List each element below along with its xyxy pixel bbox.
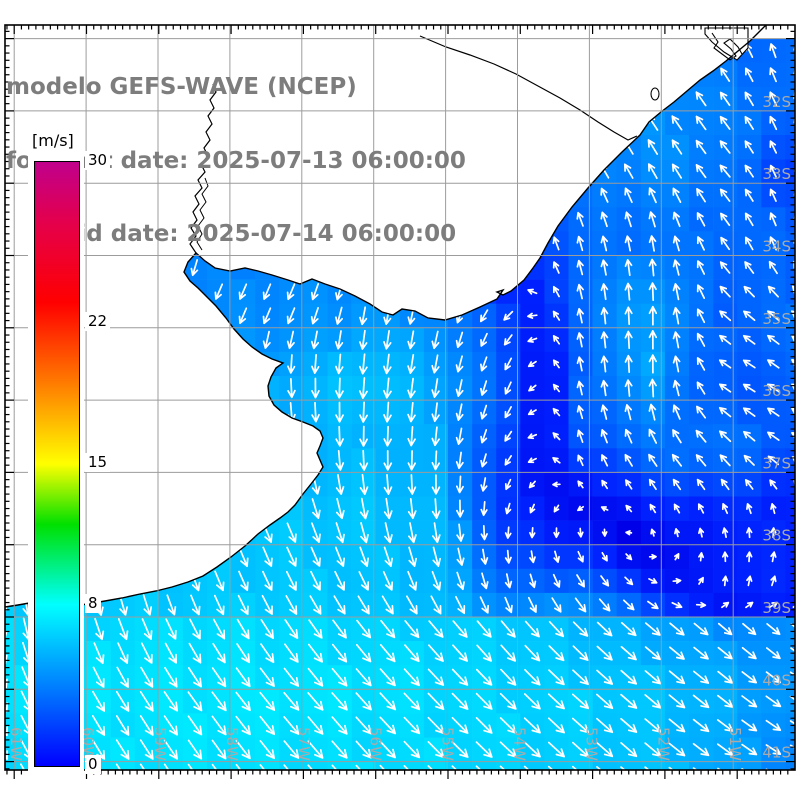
- colorbar-tick-label: 8: [85, 593, 101, 613]
- lon-label: 51W: [726, 727, 744, 761]
- land-polygon: [5, 25, 766, 607]
- map-frame: [4, 24, 796, 771]
- lat-label: 35S: [762, 310, 791, 328]
- lon-label: 55W: [439, 727, 457, 761]
- lat-label: 37S: [762, 454, 791, 472]
- river-line: [189, 83, 217, 254]
- colorbar-tick-label: 0: [85, 755, 101, 774]
- lat-label: 41S: [762, 744, 791, 762]
- lon-label: 61W: [7, 727, 25, 761]
- lat-label: 36S: [762, 382, 791, 400]
- lat-label: 39S: [762, 599, 791, 617]
- lon-label: 52W: [654, 727, 672, 761]
- lon-label: 58W: [223, 727, 241, 761]
- river-bank-line: [196, 177, 209, 251]
- axis-ticks: [5, 25, 795, 779]
- lon-label: 53W: [582, 727, 600, 761]
- small-lagoon: [650, 87, 660, 101]
- colorbar-gradient: [34, 161, 80, 767]
- colorbar-tick-label: 30: [85, 151, 111, 170]
- lon-label: 57W: [295, 727, 313, 761]
- lat-label: 33S: [762, 165, 791, 183]
- lon-label: 56W: [367, 727, 385, 761]
- colorbar-unit-label: [m/s]: [32, 131, 74, 150]
- direction-arrows: [5, 43, 795, 770]
- lat-label: 38S: [762, 527, 791, 545]
- geography-layer: [5, 25, 767, 608]
- colorbar-tick-label: 22: [85, 312, 111, 332]
- colorbar: [m/s] 30 22 15 8 0: [28, 128, 111, 778]
- lat-label: 34S: [762, 238, 791, 256]
- coastline: [5, 25, 767, 608]
- lat-label: 32S: [762, 93, 791, 111]
- border-line: [419, 35, 638, 141]
- lon-label: 54W: [511, 727, 529, 761]
- lat-label: 40S: [762, 671, 791, 689]
- lat-lon-grid: [5, 25, 795, 770]
- colorbar-tick-label: 15: [85, 453, 111, 472]
- lagoon-shore-line: [711, 32, 743, 61]
- lon-label: 59W: [151, 727, 169, 761]
